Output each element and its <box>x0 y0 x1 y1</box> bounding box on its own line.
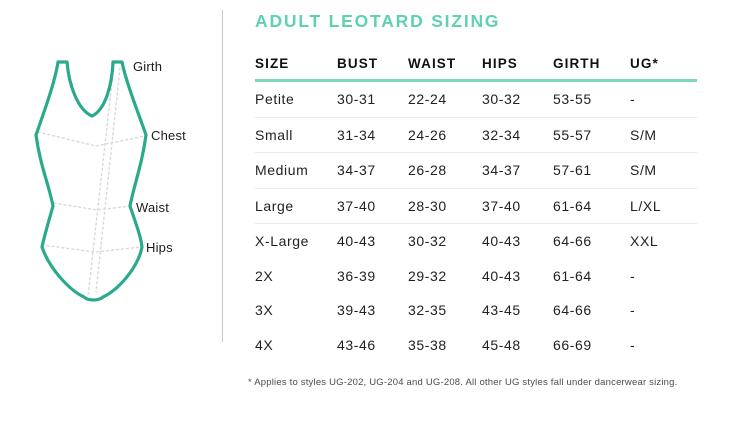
table-row: 2X 36-39 29-32 40-43 61-64 - <box>255 259 697 294</box>
bust-cell: 36-39 <box>337 267 376 284</box>
leotard-outline <box>34 60 148 302</box>
hips-cell: 45-48 <box>482 336 521 353</box>
ug-cell: L/XL <box>630 197 662 214</box>
hips-cell: 37-40 <box>482 197 521 214</box>
hips-cell: 34-37 <box>482 162 521 179</box>
hips-cell: 32-34 <box>482 126 521 143</box>
bust-cell: 31-34 <box>337 126 376 143</box>
table-header-row: SIZE BUST WAIST HIPS GIRTH UG* <box>255 48 697 82</box>
ug-cell: S/M <box>630 162 657 179</box>
table-row: Large 37-40 28-30 37-40 61-64 L/XL <box>255 189 697 224</box>
table-row: Medium 34-37 26-28 34-37 57-61 S/M <box>255 153 697 189</box>
table-row: X-Large 40-43 30-32 40-43 64-66 XXL <box>255 224 697 259</box>
table-row: 4X 43-46 35-38 45-48 66-69 - <box>255 328 697 363</box>
size-cell: X-Large <box>255 233 310 250</box>
girth-cell: 57-61 <box>553 162 592 179</box>
size-cell: Petite <box>255 91 295 108</box>
leotard-illustration <box>34 60 148 302</box>
table-row: Small 31-34 24-26 32-34 55-57 S/M <box>255 118 697 153</box>
hips-label: Hips <box>146 240 173 255</box>
girth-cell: 64-66 <box>553 233 592 250</box>
girth-cell: 55-57 <box>553 126 592 143</box>
waist-cell: 28-30 <box>408 197 447 214</box>
page-title: ADULT LEOTARD SIZING <box>255 11 501 31</box>
size-cell: 3X <box>255 302 274 319</box>
column-header-waist: WAIST <box>408 56 457 71</box>
section-divider <box>222 10 223 342</box>
table-row: 3X 39-43 32-35 43-45 64-66 - <box>255 293 697 328</box>
girth-guide-line <box>87 63 115 297</box>
bust-cell: 40-43 <box>337 233 376 250</box>
girth-cell: 61-64 <box>553 197 592 214</box>
waist-cell: 22-24 <box>408 91 447 108</box>
waist-cell: 32-35 <box>408 302 447 319</box>
footnote: * Applies to styles UG-202, UG-204 and U… <box>248 377 678 388</box>
waist-cell: 29-32 <box>408 267 447 284</box>
girth-cell: 66-69 <box>553 336 592 353</box>
waist-cell: 26-28 <box>408 162 447 179</box>
hips-cell: 40-43 <box>482 267 521 284</box>
girth-cell: 64-66 <box>553 302 592 319</box>
size-cell: Small <box>255 126 294 143</box>
bust-cell: 34-37 <box>337 162 376 179</box>
hips-cell: 43-45 <box>482 302 521 319</box>
bust-cell: 30-31 <box>337 91 376 108</box>
ug-cell: S/M <box>630 126 657 143</box>
hips-cell: 30-32 <box>482 91 521 108</box>
sizing-table-area: ADULT LEOTARD SIZING SIZE BUST WAIST HIP… <box>255 12 697 362</box>
ug-cell: - <box>630 91 636 108</box>
table-row: Petite 30-31 22-24 30-32 53-55 - <box>255 82 697 118</box>
hips-guide-line <box>41 244 142 253</box>
hips-cell: 40-43 <box>482 233 521 250</box>
column-header-hips: HIPS <box>482 56 518 71</box>
girth-cell: 61-64 <box>553 267 592 284</box>
ug-cell: - <box>630 267 636 284</box>
measurement-guides <box>37 63 146 297</box>
girth-label: Girth <box>133 59 163 74</box>
column-header-size: SIZE <box>255 56 290 71</box>
waist-guide-line <box>53 202 131 211</box>
girth-guide-line <box>95 67 121 293</box>
leotard-diagram: Girth Chest Waist Hips <box>0 0 230 340</box>
bust-cell: 39-43 <box>337 302 376 319</box>
size-cell: 4X <box>255 336 274 353</box>
size-cell: Medium <box>255 162 309 179</box>
ug-cell: - <box>630 336 636 353</box>
size-cell: 2X <box>255 267 274 284</box>
bust-cell: 37-40 <box>337 197 376 214</box>
column-header-bust: BUST <box>337 56 379 71</box>
waist-cell: 30-32 <box>408 233 447 250</box>
waist-cell: 35-38 <box>408 336 447 353</box>
column-header-ug: UG* <box>630 56 659 71</box>
girth-cell: 53-55 <box>553 91 592 108</box>
waist-label: Waist <box>136 200 170 215</box>
ug-cell: XXL <box>630 233 659 250</box>
ug-cell: - <box>630 302 636 319</box>
chest-guide-line <box>37 131 146 147</box>
bust-cell: 43-46 <box>337 336 376 353</box>
size-cell: Large <box>255 197 294 214</box>
table-body: Petite 30-31 22-24 30-32 53-55 - Small 31-34 24-… <box>255 82 697 362</box>
waist-cell: 24-26 <box>408 126 447 143</box>
column-header-girth: GIRTH <box>553 56 601 71</box>
chest-label: Chest <box>151 128 186 143</box>
